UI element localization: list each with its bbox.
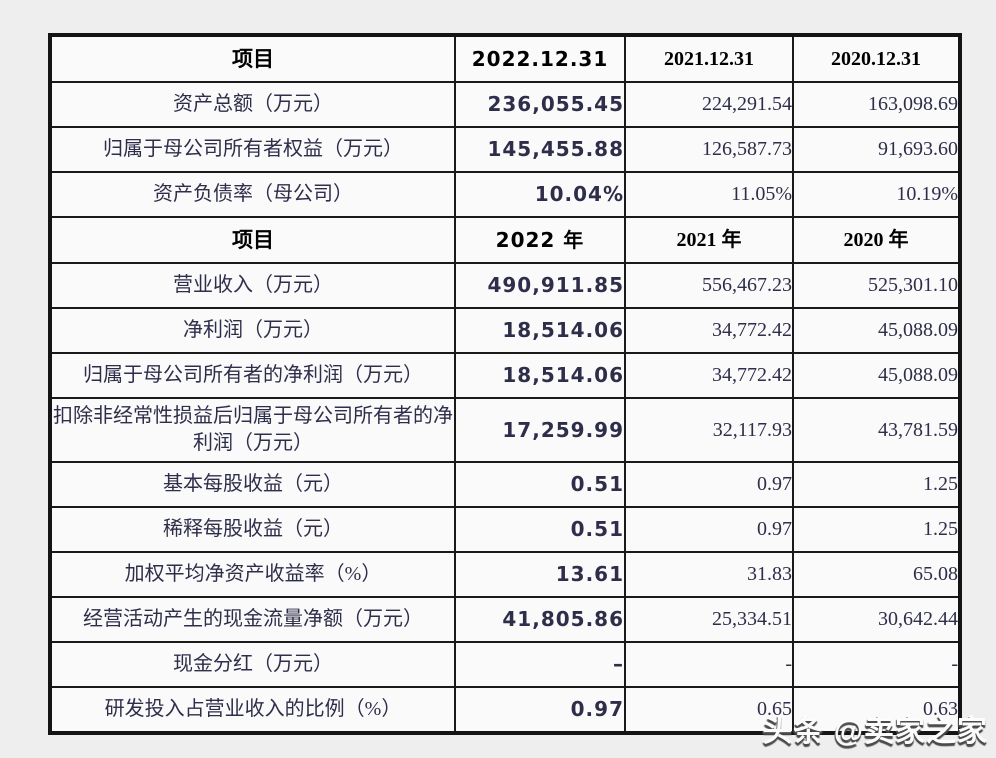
value-cell: 0.63 (792, 686, 961, 734)
table-row: 归属于母公司所有者权益（万元） 145,455.88 126,587.73 91,69… (49, 126, 961, 173)
header-period-cell: 2020.12.31 (792, 34, 961, 83)
table-row: 经营活动产生的现金流量净额（万元） 41,805.86 25,334.51 30,64… (49, 596, 961, 643)
toutiao-watermark: 头条 @卖家之家 (762, 706, 988, 750)
row-label-cell: 经营活动产生的现金流量净额（万元） (49, 596, 456, 643)
row-label-cell: 归属于母公司所有者的净利润（万元） (49, 352, 456, 399)
row-label-cell: 归属于母公司所有者权益（万元） (49, 126, 456, 173)
table-row: 稀释每股收益（元） 0.51 0.97 1.25 (49, 506, 961, 553)
value-cell: 45,088.09 (792, 307, 961, 354)
value-cell: 25,334.51 (624, 596, 794, 643)
row-label-cell: 资产总额（万元） (49, 81, 456, 128)
value-cell: – (454, 641, 626, 688)
watermark-text: 头条 @卖家之家 (762, 715, 988, 748)
value-cell: 13.61 (454, 551, 626, 598)
table-row: 资产总额（万元） 236,055.45 224,291.54 163,098.69 (49, 81, 961, 128)
value-cell: 490,911.85 (454, 262, 626, 309)
row-label-cell: 扣除非经常性损益后归属于母公司所有者的净利润（万元） (49, 397, 456, 463)
value-cell: 10.19% (792, 171, 961, 218)
value-cell: 0.97 (624, 506, 794, 553)
table-header-row: 项目 2022 年 2021 年 2020 年 (49, 216, 961, 264)
value-cell: 18,514.06 (454, 352, 626, 399)
value-cell: 11.05% (624, 171, 794, 218)
value-cell: 145,455.88 (454, 126, 626, 173)
header-period-cell: 2021.12.31 (624, 34, 794, 83)
value-cell: 45,088.09 (792, 352, 961, 399)
value-cell: 34,772.42 (624, 307, 794, 354)
value-cell: 126,587.73 (624, 126, 794, 173)
value-cell: 224,291.54 (624, 81, 794, 128)
value-cell: 525,301.10 (792, 262, 961, 309)
financial-table-body: 项目 2022.12.31 2021.12.31 2020.12.31 资产总额（万元）… (49, 34, 961, 734)
row-label-cell: 净利润（万元） (49, 307, 456, 354)
value-cell: 43,781.59 (792, 397, 961, 463)
header-period-cell: 2021 年 (624, 216, 794, 264)
value-cell: 1.25 (792, 506, 961, 553)
value-cell: 32,117.93 (624, 397, 794, 463)
row-label-cell: 稀释每股收益（元） (49, 506, 456, 553)
table-row: 研发投入占营业收入的比例（%） 0.97 0.65 0.63 (49, 686, 961, 734)
table-row: 扣除非经常性损益后归属于母公司所有者的净利润（万元） 17,259.99 32,11… (49, 397, 961, 463)
value-cell: 163,098.69 (792, 81, 961, 128)
value-cell: 34,772.42 (624, 352, 794, 399)
table-row: 营业收入（万元） 490,911.85 556,467.23 525,301.10 (49, 262, 961, 309)
row-label-cell: 研发投入占营业收入的比例（%） (49, 686, 456, 734)
table-row: 归属于母公司所有者的净利润（万元） 18,514.06 34,772.42 45,08… (49, 352, 961, 399)
value-cell: 0.97 (624, 461, 794, 508)
table-row: 加权平均净资产收益率（%） 13.61 31.83 65.08 (49, 551, 961, 598)
row-label-cell: 加权平均净资产收益率（%） (49, 551, 456, 598)
value-cell: 17,259.99 (454, 397, 626, 463)
value-cell: 18,514.06 (454, 307, 626, 354)
value-cell: 0.65 (624, 686, 794, 734)
header-item-cell: 项目 (49, 34, 456, 83)
value-cell: - (624, 641, 794, 688)
row-label-cell: 资产负债率（母公司） (49, 171, 456, 218)
table-row: 净利润（万元） 18,514.06 34,772.42 45,088.09 (49, 307, 961, 354)
value-cell: 91,693.60 (792, 126, 961, 173)
value-cell: 31.83 (624, 551, 794, 598)
value-cell: 556,467.23 (624, 262, 794, 309)
value-cell: 65.08 (792, 551, 961, 598)
row-label-cell: 营业收入（万元） (49, 262, 456, 309)
value-cell: 1.25 (792, 461, 961, 508)
table-row: 资产负债率（母公司） 10.04% 11.05% 10.19% (49, 171, 961, 218)
value-cell: 41,805.86 (454, 596, 626, 643)
value-cell: - (792, 641, 961, 688)
value-cell: 10.04% (454, 171, 626, 218)
financial-table: 项目 2022.12.31 2021.12.31 2020.12.31 资产总额（万元）… (48, 33, 962, 735)
row-label-cell: 基本每股收益（元） (49, 461, 456, 508)
header-period-cell: 2020 年 (792, 216, 961, 264)
value-cell: 0.97 (454, 686, 626, 734)
table-row: 基本每股收益（元） 0.51 0.97 1.25 (49, 461, 961, 508)
value-cell: 0.51 (454, 506, 626, 553)
row-label-cell: 现金分红（万元） (49, 641, 456, 688)
table-row: 现金分红（万元） – - - (49, 641, 961, 688)
header-item-cell: 项目 (49, 216, 456, 264)
value-cell: 30,642.44 (792, 596, 961, 643)
header-period-cell: 2022 年 (454, 216, 626, 264)
table-header-row: 项目 2022.12.31 2021.12.31 2020.12.31 (49, 34, 961, 83)
value-cell: 0.51 (454, 461, 626, 508)
header-period-cell: 2022.12.31 (454, 34, 626, 83)
value-cell: 236,055.45 (454, 81, 626, 128)
